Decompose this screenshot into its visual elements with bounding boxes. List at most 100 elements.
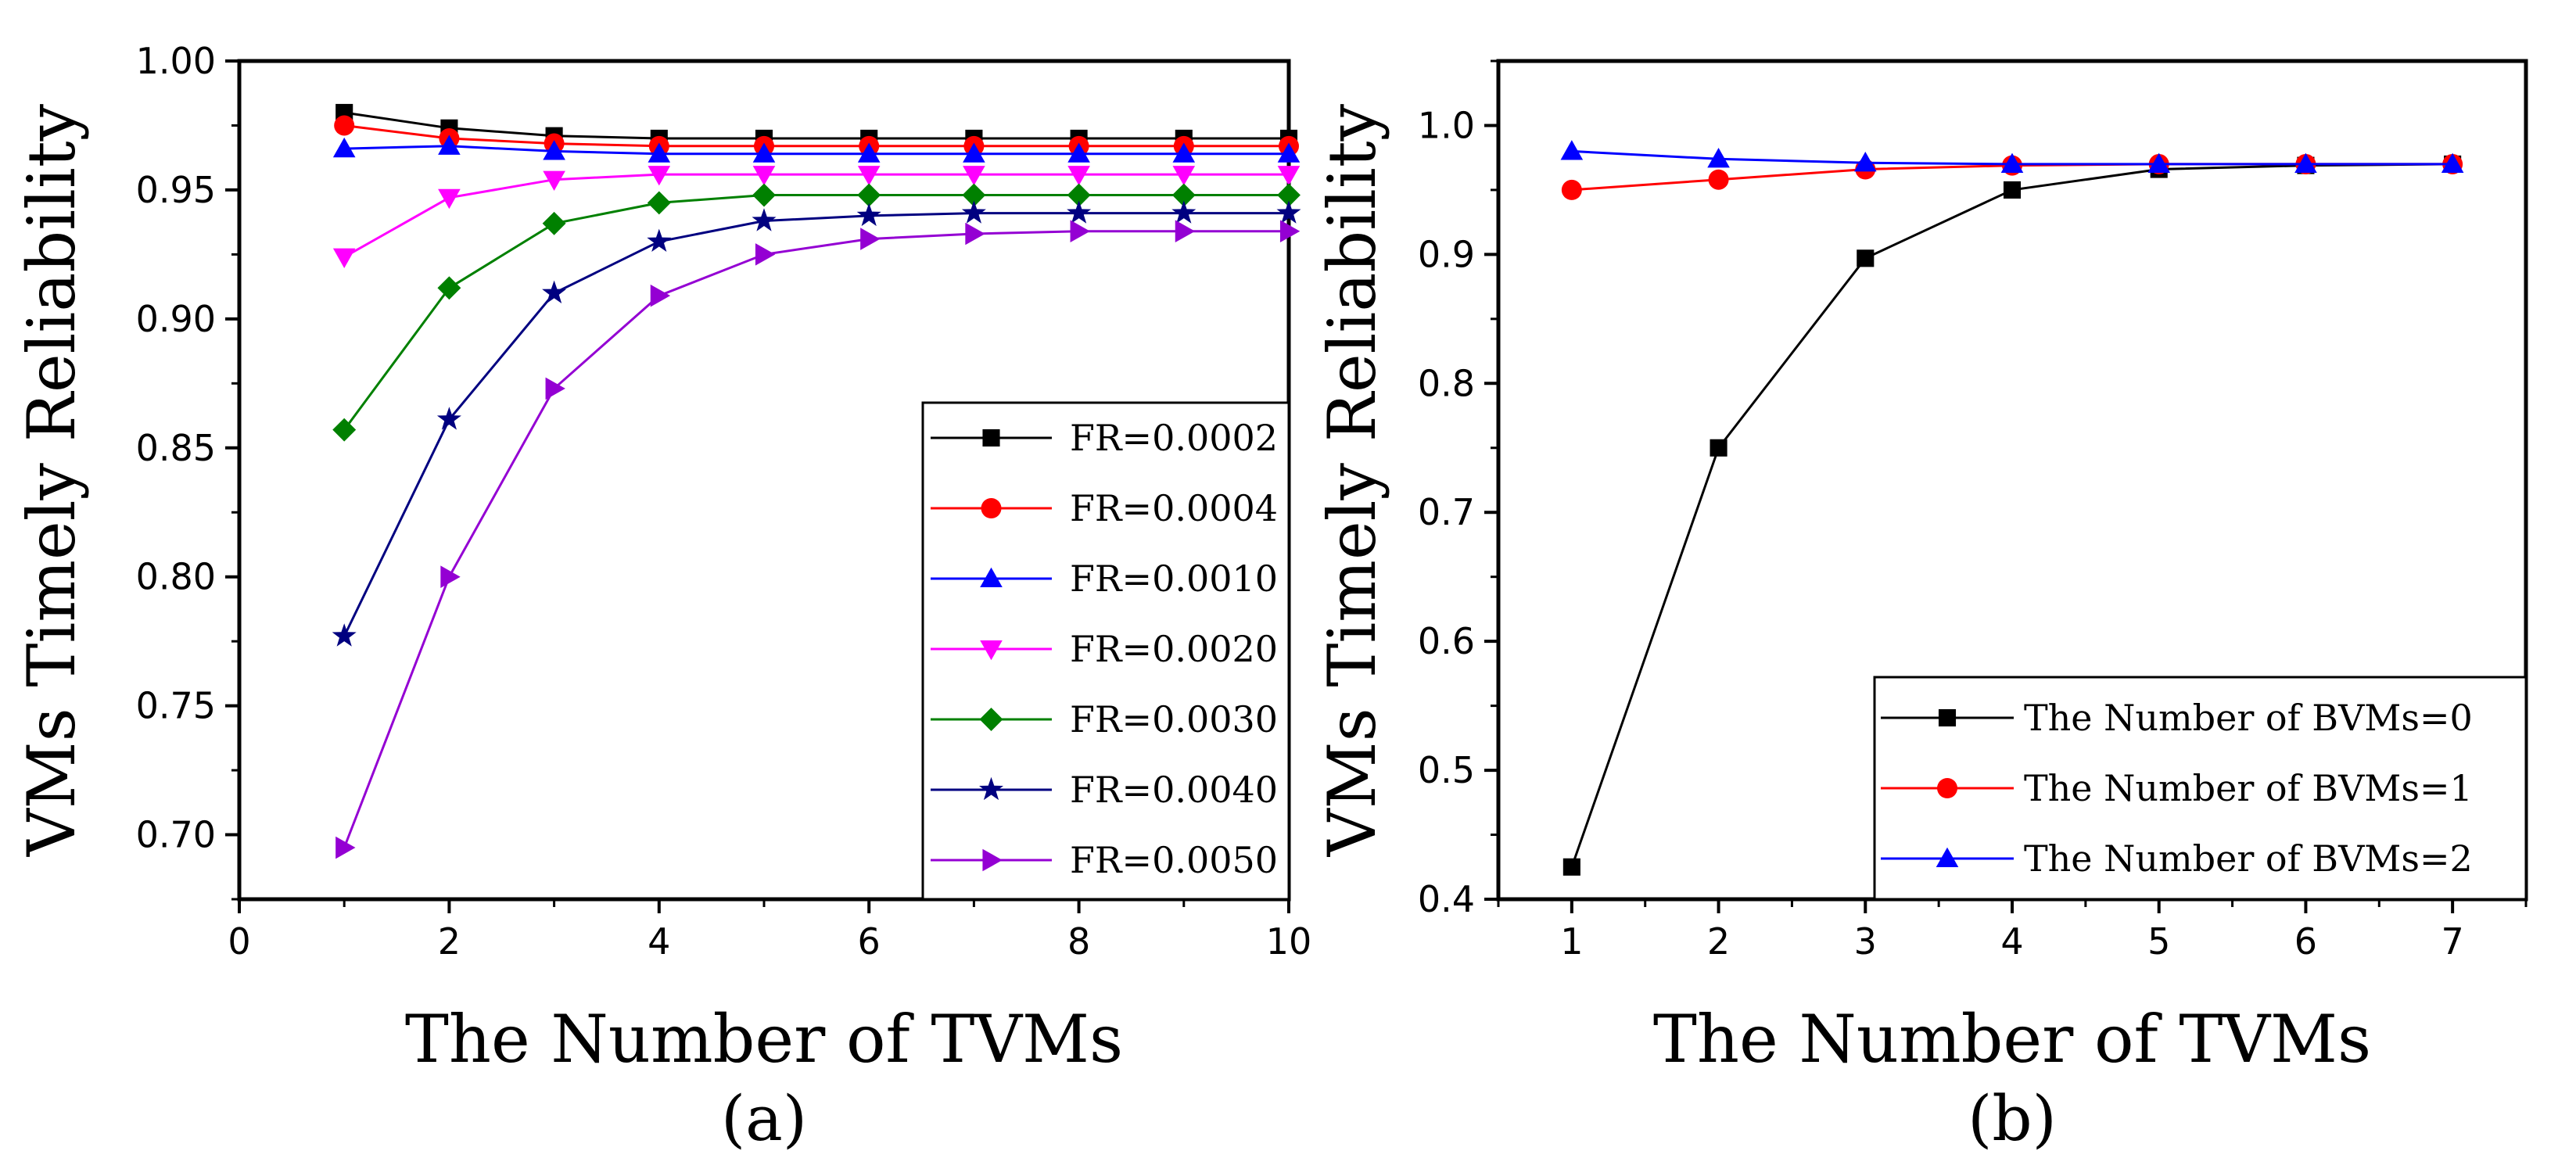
data-point-b-0	[1857, 249, 1875, 267]
series-a-3	[332, 166, 1301, 268]
series-line-a-0	[343, 111, 1289, 140]
data-point-a-2	[963, 142, 985, 163]
legend-box-a	[921, 401, 1290, 901]
data-point-a-6	[755, 243, 776, 266]
x-tick-label-b: 3	[1854, 920, 1877, 963]
data-point-a-5	[1171, 200, 1197, 224]
data-point-b-2	[2441, 152, 2464, 173]
data-point-a-6	[1070, 220, 1090, 242]
x-tick-label-a: 6	[858, 920, 881, 963]
series-line-a-2	[344, 145, 1289, 156]
data-point-a-5	[542, 280, 567, 303]
series-a-5	[332, 200, 1301, 647]
data-point-b-2	[1707, 148, 1730, 168]
series-a-6	[335, 220, 1301, 859]
data-point-a-4	[1067, 183, 1091, 207]
series-line-a-5	[343, 212, 1289, 637]
legend-marker-a-5	[979, 776, 1003, 801]
y-tick-label-a: 0.95	[136, 169, 216, 211]
data-point-a-2	[752, 142, 776, 163]
data-point-b-2	[1560, 140, 1584, 160]
legend-marker-a-6	[982, 848, 1003, 872]
data-point-a-4	[1277, 183, 1301, 207]
data-point-b-0	[1710, 439, 1727, 457]
data-point-a-6	[860, 228, 881, 250]
legend-label-a-4: FR=0.0030	[1070, 698, 1278, 740]
data-point-a-2	[543, 140, 565, 160]
x-tick-label-b: 4	[2000, 920, 2023, 963]
y-tick-label-a: 0.75	[136, 685, 216, 727]
y-tick-label-a: 0.80	[136, 556, 216, 598]
chart-panel-b: 1 2 3 4 5 6 7 0.4 0.5 0.6 0.7 0.8 0.9 1.0 The Number o…	[1314, 59, 2528, 1151]
data-point-b-0	[1562, 858, 1580, 876]
legend-label-b-0: The Number of BVMs=0	[2024, 697, 2473, 739]
x-tick-label-a: 10	[1266, 920, 1312, 963]
data-point-a-6	[335, 836, 356, 859]
data-point-a-6	[650, 284, 671, 307]
legend-label-b-1: The Number of BVMs=1	[2024, 767, 2473, 809]
data-point-b-2	[2294, 152, 2317, 173]
data-point-a-6	[1279, 220, 1301, 242]
series-line-a-3	[343, 173, 1289, 259]
legend-marker-a-1	[981, 498, 1002, 518]
data-point-a-4	[1171, 183, 1196, 207]
x-tick-label-a: 0	[228, 920, 250, 963]
data-point-a-6	[1175, 220, 1196, 242]
data-point-b-0	[2003, 181, 2022, 199]
legend-b: The Number of BVMs=0 The Number of BVMs=1…	[1873, 676, 2528, 901]
data-point-a-3	[857, 166, 881, 186]
legend-label-a-3: FR=0.0020	[1070, 628, 1278, 670]
data-point-a-3	[963, 166, 985, 186]
data-point-a-3	[332, 248, 356, 268]
data-point-a-2	[438, 134, 461, 155]
data-point-a-4	[752, 183, 776, 207]
legend-marker-b-1	[1937, 778, 1957, 798]
x-tick-label-a: 2	[438, 920, 461, 963]
data-point-a-6	[965, 222, 985, 246]
series-a-1	[334, 115, 1299, 156]
data-point-b-1	[1708, 169, 1729, 190]
data-point-b-1	[1561, 179, 1582, 200]
data-point-b-2	[1853, 151, 1877, 172]
x-tick-label-b: 5	[2147, 920, 2170, 963]
data-point-a-5	[332, 623, 357, 647]
x-tick-label-b: 2	[1707, 920, 1730, 963]
data-point-a-5	[1067, 200, 1092, 224]
legend-marker-b-0	[1938, 708, 1957, 727]
data-point-a-3	[648, 166, 671, 186]
series-a-4	[332, 183, 1301, 442]
legend-label-b-2: The Number of BVMs=2	[2024, 837, 2473, 880]
data-point-a-3	[1172, 166, 1196, 186]
x-tick-label-a: 4	[648, 920, 670, 963]
data-point-a-4	[857, 183, 881, 207]
data-point-a-2	[1172, 142, 1196, 163]
series-line-a-6	[343, 230, 1289, 848]
data-point-a-1	[334, 115, 355, 136]
data-point-a-5	[856, 203, 881, 227]
legend-label-a-6: FR=0.0050	[1070, 839, 1278, 881]
y-tick-label-b: 0.9	[1418, 233, 1475, 275]
data-point-a-2	[648, 142, 671, 163]
legend-label-a-1: FR=0.0004	[1070, 487, 1278, 529]
data-point-a-2	[332, 137, 356, 158]
legend-label-a-5: FR=0.0040	[1070, 769, 1278, 811]
data-point-a-2	[1067, 142, 1090, 163]
data-point-a-6	[440, 565, 461, 588]
x-axis-title-a: The Number of TVMs	[405, 1001, 1123, 1077]
legend-marker-a-4	[979, 708, 1003, 731]
series-b-2	[1560, 140, 2464, 173]
data-point-a-5	[1276, 200, 1301, 224]
data-point-a-4	[542, 211, 566, 235]
legend-a: FR=0.0002 FR=0.0004 FR=0.0010 FR=0.0020 FR=0…	[921, 401, 1290, 901]
x-tick-label-b: 7	[2441, 920, 2464, 963]
data-point-a-5	[752, 208, 777, 231]
x-tick-label-b: 1	[1560, 920, 1583, 963]
data-point-a-3	[1067, 166, 1090, 186]
legend-marker-a-0	[982, 428, 1000, 447]
data-point-a-4	[332, 418, 357, 442]
data-point-a-4	[647, 191, 671, 215]
legend-label-a-0: FR=0.0002	[1070, 417, 1278, 459]
legend-marker-a-2	[980, 567, 1003, 588]
data-point-a-5	[647, 228, 672, 252]
